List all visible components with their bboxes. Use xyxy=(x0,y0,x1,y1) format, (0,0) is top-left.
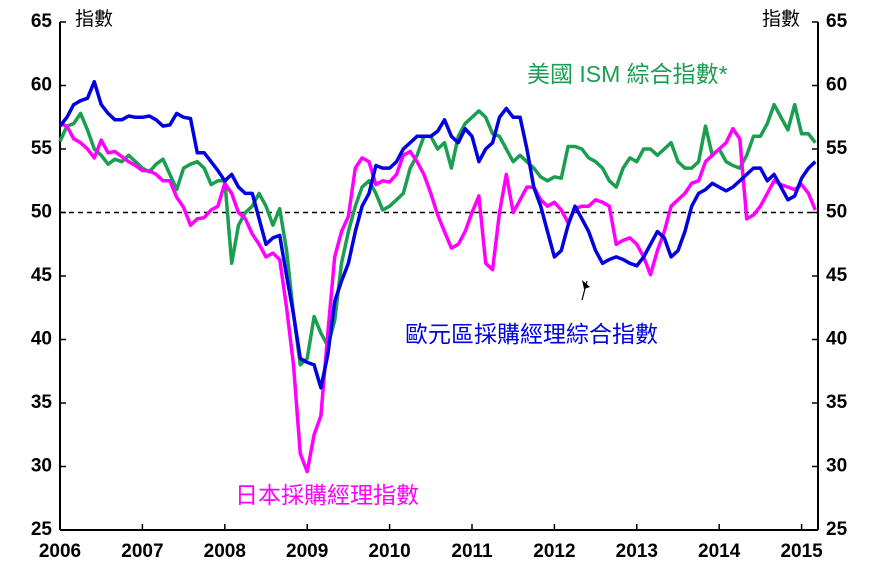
y-tick-label: 35 xyxy=(31,392,53,413)
series-label: 歐元區採購經理綜合指數 xyxy=(405,321,658,347)
x-tick-label: 2006 xyxy=(39,541,81,562)
y2-tick-label: 25 xyxy=(826,519,848,540)
y-tick-label: 25 xyxy=(31,519,53,540)
y2-tick-label: 60 xyxy=(826,75,847,96)
x-tick-label: 2012 xyxy=(533,541,575,562)
y2-tick-label: 50 xyxy=(826,202,847,223)
y2-tick-label: 65 xyxy=(826,11,848,32)
y2-tick-label: 35 xyxy=(826,392,848,413)
y-axis-label: 指數 xyxy=(75,8,113,30)
series-line xyxy=(58,102,817,367)
series-label: 日本採購經理指數 xyxy=(235,482,419,508)
y-tick-label: 45 xyxy=(31,265,53,286)
y2-axis-label: 指數 xyxy=(762,8,800,30)
series-line xyxy=(58,79,817,390)
x-tick-label: 2015 xyxy=(780,541,823,562)
y-tick-label: 40 xyxy=(31,329,52,350)
y-tick-label: 30 xyxy=(31,456,52,477)
y2-tick-label: 30 xyxy=(826,456,847,477)
x-tick-label: 2009 xyxy=(286,541,328,562)
x-tick-label: 2007 xyxy=(121,541,163,562)
y2-tick-label: 55 xyxy=(826,138,848,159)
y-tick-label: 55 xyxy=(31,138,53,159)
series-label: 美國 ISM 綜合指數* xyxy=(527,61,728,87)
x-tick-label: 2013 xyxy=(616,541,658,562)
x-tick-label: 2010 xyxy=(368,541,410,562)
y-tick-label: 60 xyxy=(31,75,52,96)
series-line xyxy=(59,121,817,474)
y2-tick-label: 45 xyxy=(826,265,848,286)
y-tick-label: 50 xyxy=(31,202,52,223)
x-tick-label: 2008 xyxy=(204,541,246,562)
y-tick-label: 65 xyxy=(31,11,53,32)
x-tick-label: 2011 xyxy=(451,541,493,562)
x-tick-label: 2014 xyxy=(698,541,741,562)
y2-tick-label: 40 xyxy=(826,329,847,350)
arrow-head xyxy=(582,280,590,289)
